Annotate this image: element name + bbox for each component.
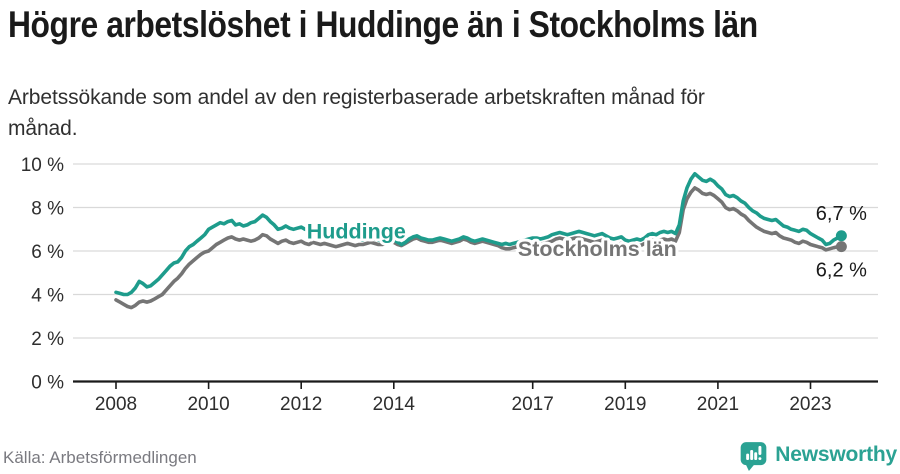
x-axis-label: 2023 — [789, 394, 831, 415]
series-line-stockholms-lan — [114, 186, 844, 310]
y-axis-label: 6 % — [31, 242, 64, 263]
x-axis-label: 2008 — [95, 394, 137, 415]
brand-name: Newsworthy — [775, 443, 897, 466]
x-axis-label: 2010 — [187, 394, 229, 415]
x-axis-label: 2019 — [604, 394, 646, 415]
x-axis-label: 2012 — [280, 394, 322, 415]
x-axis-label: 2017 — [512, 394, 554, 415]
end-dot-huddinge — [835, 230, 847, 242]
x-axis-label: 2021 — [697, 394, 739, 415]
series-label-stockholms-lan: Stockholms län — [518, 237, 677, 261]
subtitle-line-2: månad. — [8, 117, 78, 140]
end-value-label-stockholms-lan: 6,2 % — [816, 260, 867, 282]
series-label-huddinge: Huddinge — [307, 219, 406, 243]
speech-bubble-barchart-icon — [740, 442, 767, 472]
y-axis-label: 10 % — [21, 155, 64, 176]
y-axis-label: 2 % — [31, 329, 64, 350]
end-value-label-huddinge: 6,7 % — [816, 203, 867, 225]
series-line-huddinge — [114, 172, 844, 297]
y-axis-label: 4 % — [31, 285, 64, 306]
source-note: Källa: Arbetsförmedlingen — [3, 448, 197, 467]
page-title: Högre arbetslöshet i Huddinge än i Stock… — [8, 4, 758, 45]
y-axis-label: 0 % — [31, 372, 64, 393]
chart-subtitle: Arbetssökande som andel av den registerb… — [8, 82, 705, 144]
y-axis-label: 8 % — [31, 198, 64, 219]
end-dot-stockholms-lan — [835, 241, 847, 253]
subtitle-line-1: Arbetssökande som andel av den registerb… — [8, 86, 705, 109]
newsworthy-logo: Newsworthy — [737, 437, 897, 473]
x-axis-label: 2014 — [373, 394, 416, 415]
